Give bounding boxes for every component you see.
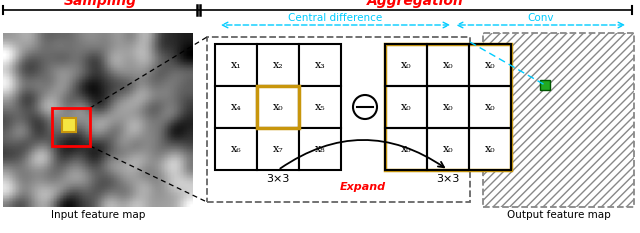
- Bar: [299, 86, 341, 128]
- Bar: [385, 44, 511, 170]
- Bar: [299, 44, 341, 86]
- Bar: [469, 44, 511, 86]
- Text: x₀: x₀: [443, 102, 453, 112]
- Bar: [469, 86, 511, 128]
- Bar: [540, 80, 550, 90]
- Text: x₀: x₀: [401, 102, 412, 112]
- Text: x₃: x₃: [315, 60, 325, 70]
- Bar: [257, 128, 299, 170]
- Bar: [257, 86, 299, 128]
- Bar: [299, 128, 341, 170]
- Text: Aggregation: Aggregation: [367, 0, 463, 8]
- Bar: [469, 128, 511, 170]
- Text: x₁: x₁: [230, 60, 241, 70]
- Text: Conv: Conv: [527, 13, 554, 23]
- Text: x₀: x₀: [401, 144, 412, 154]
- Text: x₄: x₄: [230, 102, 241, 112]
- Bar: [62, 118, 76, 132]
- Text: 3×3: 3×3: [266, 174, 290, 184]
- Text: x₀: x₀: [401, 60, 412, 70]
- Text: x₀: x₀: [484, 102, 495, 112]
- Text: x₆: x₆: [230, 144, 241, 154]
- Bar: [427, 44, 469, 86]
- Bar: [215, 128, 257, 170]
- Bar: [257, 86, 299, 128]
- Bar: [52, 108, 90, 146]
- Bar: [215, 86, 257, 128]
- Bar: [385, 86, 427, 128]
- Text: x₂: x₂: [273, 60, 284, 70]
- Text: x₀: x₀: [273, 102, 284, 112]
- Text: Output feature map: Output feature map: [507, 210, 611, 220]
- Text: Expand: Expand: [340, 182, 386, 192]
- Text: x₈: x₈: [315, 144, 325, 154]
- Bar: [207, 37, 470, 202]
- Text: Central difference: Central difference: [289, 13, 383, 23]
- Bar: [427, 128, 469, 170]
- Bar: [257, 44, 299, 86]
- Bar: [215, 44, 257, 86]
- Bar: [483, 33, 634, 207]
- Text: Sampling: Sampling: [63, 0, 136, 8]
- Bar: [385, 128, 427, 170]
- Text: x₇: x₇: [273, 144, 284, 154]
- Bar: [427, 86, 469, 128]
- Circle shape: [353, 95, 377, 119]
- Text: x₀: x₀: [484, 60, 495, 70]
- Text: x₅: x₅: [315, 102, 325, 112]
- Text: x₀: x₀: [443, 144, 453, 154]
- Bar: [385, 44, 427, 86]
- Text: x₀: x₀: [484, 144, 495, 154]
- Text: x₀: x₀: [443, 60, 453, 70]
- Text: Input feature map: Input feature map: [51, 210, 145, 220]
- Text: 3×3: 3×3: [436, 174, 460, 184]
